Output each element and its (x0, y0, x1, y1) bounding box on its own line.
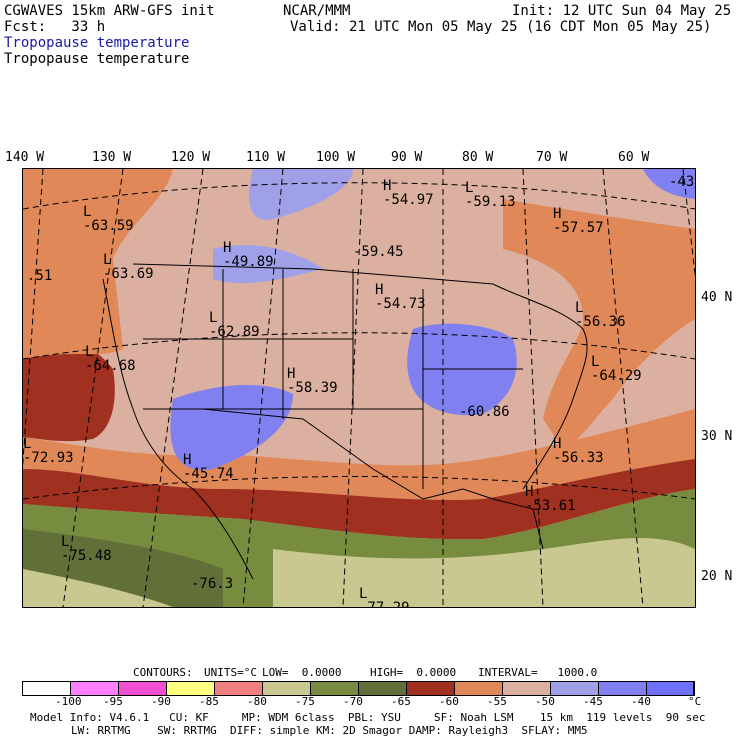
center-l-75-48: L -75.48 (61, 534, 112, 564)
center-l-72-93: L -72.93 (23, 436, 74, 466)
center-h-54-97: H -54.97 (383, 178, 434, 208)
legend-swatch (167, 682, 215, 695)
center-l-62-89: L -62.89 (209, 310, 260, 340)
legend-swatch (311, 682, 359, 695)
model-title: CGWAVES 15km ARW-GFS init (4, 3, 215, 19)
legend-tick-label: -75 (295, 695, 315, 708)
init-time: Init: 12 UTC Sun 04 May 25 (512, 3, 732, 19)
legend-swatch (503, 682, 551, 695)
center-l-64-29: L -64.29 (591, 354, 642, 384)
interval-label: INTERVAL= 1000.0 (478, 666, 598, 679)
legend-tick-label: -90 (151, 695, 171, 708)
legend-swatch (407, 682, 455, 695)
model-info-line1: Model Info: V4.6.1 CU: KF MP: WDM 6class… (30, 711, 706, 724)
model-info-line2: LW: RRTMG SW: RRTMG DIFF: simple KM: 2D … (71, 724, 588, 737)
lon-label-70w: 70 W (536, 150, 568, 165)
lon-label-100w: 100 W (316, 150, 356, 165)
legend-tick-label: -45 (583, 695, 603, 708)
center-51: .51 (27, 268, 53, 284)
field-name-shaded: Tropopause temperature (4, 35, 190, 51)
legend-swatch (215, 682, 263, 695)
center-h-53-61: H -53.61 (525, 484, 576, 514)
legend-tick-label: -55 (487, 695, 507, 708)
center-76-3: -76.3 (191, 576, 234, 592)
center-h-56-33: H -56.33 (553, 436, 604, 466)
legend-swatch (647, 682, 694, 695)
center-h-58-39: H -58.39 (287, 366, 338, 396)
map-shading (23, 169, 695, 607)
center-60-86: -60.86 (459, 404, 510, 420)
center-h-54-73: H -54.73 (375, 282, 426, 312)
color-legend (22, 681, 695, 696)
high-label: HIGH= 0.0000 (370, 666, 457, 679)
legend-swatch (455, 682, 503, 695)
legend-tick-label: -70 (343, 695, 363, 708)
legend-swatch (23, 682, 71, 695)
center-l-63-59: L -63.59 (83, 204, 134, 234)
legend-tick-label: -65 (391, 695, 411, 708)
legend-swatch (119, 682, 167, 695)
center-h-57-57: H -57.57 (553, 206, 604, 236)
legend-swatch (263, 682, 311, 695)
center-l-59-13: L -59.13 (465, 180, 516, 210)
legend-tick-label: -80 (247, 695, 267, 708)
center-l-56-36: L -56.36 (575, 300, 626, 330)
lon-label-80w: 80 W (462, 150, 494, 165)
legend-tick-label: -40 (631, 695, 651, 708)
center-l-77-29: L -77.29 (359, 586, 410, 608)
legend-tick-label: -95 (103, 695, 123, 708)
center-59-45: -59.45 (353, 244, 404, 260)
lon-label-60w: 60 W (618, 150, 650, 165)
legend-swatch (71, 682, 119, 695)
valid-time: Valid: 21 UTC Mon 05 May 25 (16 CDT Mon … (290, 19, 712, 35)
lon-label-110w: 110 W (246, 150, 286, 165)
legend-swatch (551, 682, 599, 695)
center-l-64-68: L -64.68 (85, 344, 136, 374)
lat-label-30n: 30 N (701, 429, 733, 444)
center-label: NCAR/MMM (283, 3, 351, 19)
legend-tick-label: -60 (439, 695, 459, 708)
lat-label-20n: 20 N (701, 569, 733, 584)
lat-label-40n: 40 N (701, 290, 733, 305)
legend-tick-label: -100 (55, 695, 82, 708)
map-panel: H -54.97 L -59.13 H -57.57 -43 L -63.59 L -63… (22, 168, 696, 608)
legend-swatch (359, 682, 407, 695)
forecast-hour: Fcst: 33 h (4, 19, 106, 35)
units-label: UNITS=°C (204, 666, 257, 679)
lon-label-130w: 130 W (92, 150, 132, 165)
lon-label-120w: 120 W (171, 150, 211, 165)
legend-tick-label: -85 (199, 695, 219, 708)
lon-label-90w: 90 W (391, 150, 423, 165)
low-label: LOW= 0.0000 (262, 666, 342, 679)
legend-swatch (599, 682, 647, 695)
field-name-contour: Tropopause temperature (4, 51, 190, 67)
legend-tick-label: °C (688, 695, 702, 708)
center-43: -43 (669, 174, 695, 190)
legend-tick-label: -50 (535, 695, 555, 708)
center-h-49-89: H -49.89 (223, 240, 274, 270)
lon-label-140w: 140 W (5, 150, 45, 165)
center-h-45-74: H -45.74 (183, 452, 234, 482)
contours-label: CONTOURS: (133, 666, 193, 679)
center-l-63-69: L -63.69 (103, 252, 154, 282)
